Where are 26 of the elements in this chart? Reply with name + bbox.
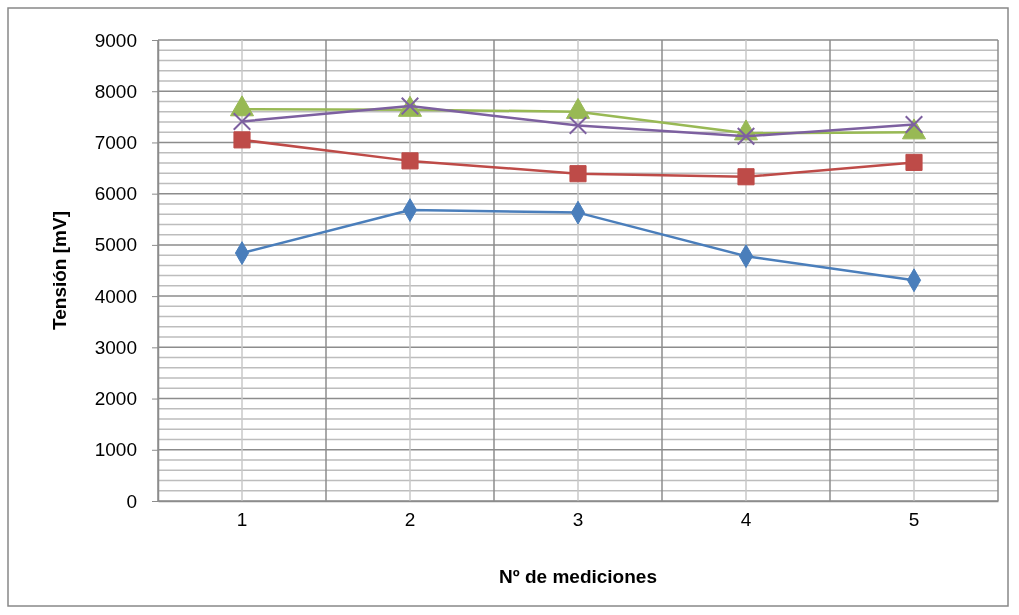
x-tick-label: 3 [572, 509, 584, 530]
x-axis-title: Nº de mediciones [499, 566, 657, 587]
y-tick-label: 4000 [94, 285, 137, 307]
point [568, 116, 588, 135]
point [233, 131, 251, 149]
point [401, 152, 419, 170]
x-tick-label: 5 [908, 509, 920, 530]
y-axis-title: Tensión [mV] [49, 211, 70, 330]
y-tick-label: 2000 [94, 388, 137, 410]
y-tick-label: 7000 [94, 132, 137, 154]
x-tick-label: 1 [236, 509, 248, 530]
y-tick-label: 3000 [94, 336, 137, 358]
point [904, 115, 924, 134]
point [232, 112, 252, 131]
y-tick-label: 6000 [94, 183, 137, 205]
x-tick-label: 4 [740, 509, 752, 530]
point [736, 127, 756, 146]
y-tick-label: 9000 [94, 29, 137, 51]
y-tick-label: 0 [126, 490, 137, 512]
point [905, 153, 923, 171]
point [737, 168, 755, 186]
point [569, 165, 587, 183]
x-tick-label: 2 [404, 509, 416, 530]
y-tick-label: 1000 [94, 439, 137, 461]
y-tick-label: 8000 [94, 80, 137, 102]
y-tick-label: 5000 [94, 234, 137, 256]
